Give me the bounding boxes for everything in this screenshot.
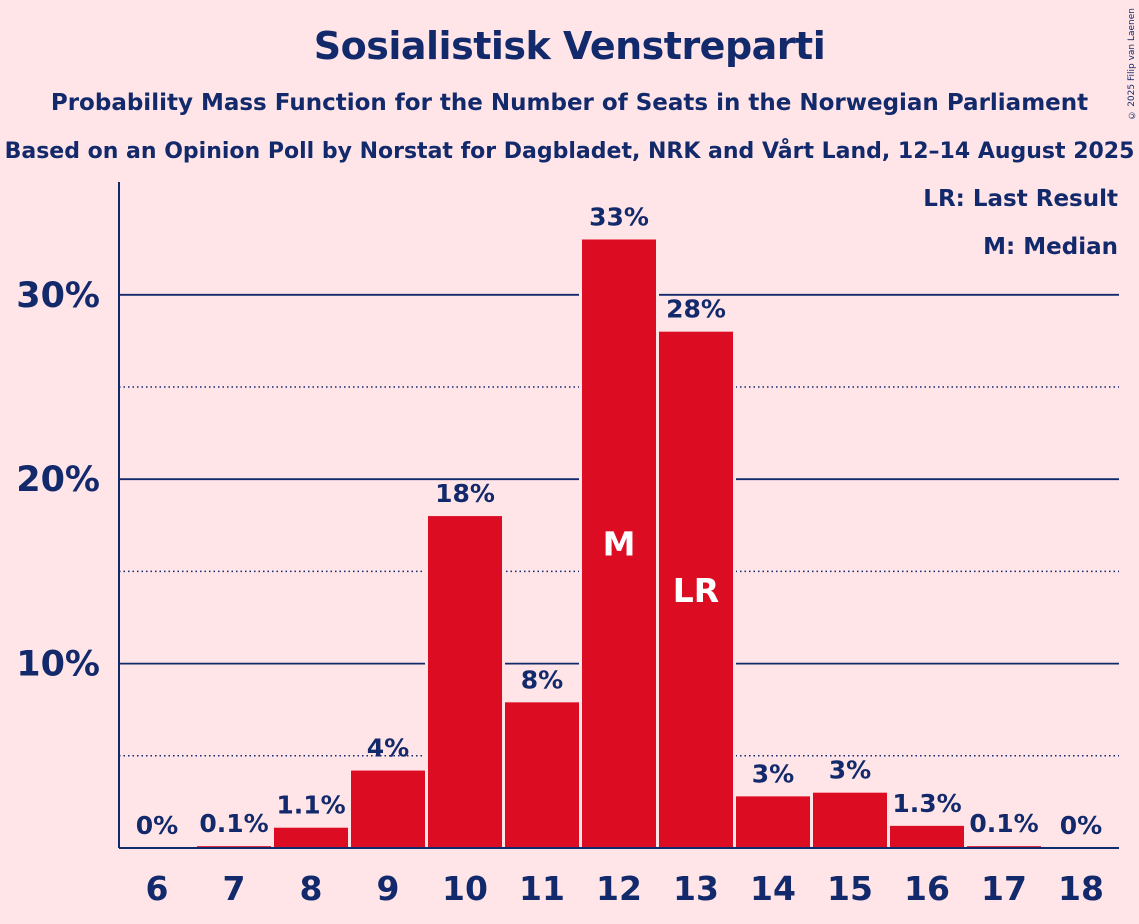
data-label: 0% — [1060, 811, 1102, 840]
x-tick-label: 15 — [827, 869, 873, 908]
data-label: 1.1% — [276, 791, 345, 820]
bar — [428, 516, 502, 848]
legend-last-result: LR: Last Result — [923, 186, 1118, 212]
legend-median: M: Median — [983, 234, 1118, 260]
bar-marker-label: LR — [673, 571, 719, 610]
bar-halo — [194, 843, 274, 848]
bar — [890, 825, 964, 848]
axes: 10% 20% 30% 6 7 8 9 10 11 12 13 14 15 16 17 18 — [16, 182, 1119, 908]
bar — [505, 702, 579, 848]
bar — [582, 239, 656, 849]
x-tick-label: 11 — [519, 869, 565, 908]
x-tick-label: 6 — [146, 869, 169, 908]
data-label: 33% — [589, 202, 649, 231]
data-label: 4% — [367, 734, 409, 763]
x-tick-label: 13 — [673, 869, 719, 908]
bar — [274, 827, 348, 848]
y-tick-label: 30% — [16, 276, 100, 316]
data-label: 1.3% — [892, 789, 961, 818]
bar — [736, 796, 810, 848]
data-label: 8% — [521, 665, 563, 694]
chart-subtitle-source: Based on an Opinion Poll by Norstat for … — [4, 139, 1135, 164]
data-label: 3% — [829, 756, 871, 785]
x-tick-label: 10 — [442, 869, 488, 908]
data-label: 0% — [136, 811, 178, 840]
bar-marker-label: M — [603, 525, 636, 564]
x-tick-label: 17 — [981, 869, 1027, 908]
bar — [813, 792, 887, 848]
x-tick-label: 9 — [377, 869, 400, 908]
data-labels: 0% 0.1% 1.1% 4% 18% 8% 33% 28% 3% 3% 1.3% 0.1% 0% M LR — [136, 202, 1102, 840]
x-tick-label: 16 — [904, 869, 950, 908]
bars — [194, 236, 1044, 849]
bar — [659, 331, 733, 848]
data-label: 3% — [752, 759, 794, 788]
y-tick-label: 10% — [16, 645, 100, 685]
data-label: 0.1% — [199, 809, 268, 838]
x-tick-label: 12 — [596, 869, 642, 908]
y-tick-label: 20% — [16, 460, 100, 500]
chart-subtitle: Probability Mass Function for the Number… — [50, 90, 1089, 116]
x-tick-label: 8 — [300, 869, 323, 908]
bar-halo — [964, 843, 1044, 848]
chart-title: Sosialistisk Venstreparti — [313, 24, 826, 68]
x-tick-label: 7 — [223, 869, 246, 908]
data-label: 28% — [666, 295, 726, 324]
x-tick-label: 14 — [750, 869, 796, 908]
data-label: 18% — [435, 479, 495, 508]
x-tick-label: 18 — [1058, 869, 1104, 908]
bar — [351, 770, 425, 848]
data-label: 0.1% — [969, 809, 1038, 838]
